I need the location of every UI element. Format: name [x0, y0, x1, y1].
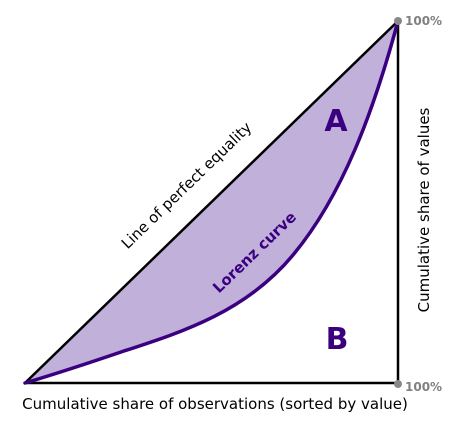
- x-end-marker: [394, 380, 402, 388]
- area-a-label: A: [324, 104, 348, 139]
- equality-line: [24, 20, 399, 384]
- x-axis-label: Cumulative share of observations (sorted…: [22, 395, 408, 413]
- lorenz-curve-line: [23, 19, 400, 385]
- y-axis-label: Cumulative share of values: [415, 107, 433, 312]
- y-end-label: 100%: [405, 14, 442, 28]
- area-b-label: B: [326, 322, 349, 357]
- y-end-marker: [394, 17, 402, 25]
- x-end-label: 100%: [405, 380, 442, 394]
